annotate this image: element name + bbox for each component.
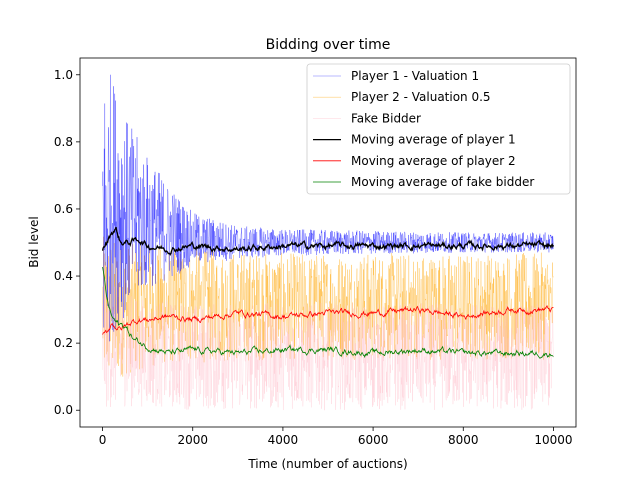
moving-average-player-2-line (102, 304, 554, 335)
x-axis-ticks: 0 2000 4000 6000 8000 10000 (99, 427, 573, 447)
x-tick-label: 2000 (177, 433, 208, 447)
moving-average-player-1-line (101, 226, 555, 257)
x-tick-label: 10000 (534, 433, 572, 447)
x-tick-label: 0 (99, 433, 107, 447)
y-tick-label: 0.4 (54, 269, 73, 283)
legend-entry: Moving average of fake bidder (351, 175, 534, 189)
x-tick-label: 4000 (268, 433, 299, 447)
y-tick-label: 1.0 (54, 68, 73, 82)
y-tick-label: 0.2 (54, 336, 73, 350)
legend-entry: Player 1 - Valuation 1 (351, 69, 479, 83)
y-tick-label: 0.0 (54, 403, 73, 417)
moving-average-fake-bidder-line (102, 266, 554, 359)
x-axis-label: Time (number of auctions) (247, 457, 407, 471)
x-tick-label: 6000 (358, 433, 389, 447)
x-tick-label: 8000 (448, 433, 479, 447)
legend-entry: Fake Bidder (351, 111, 421, 125)
series-line-fake-bidder-raw (102, 278, 554, 411)
y-tick-label: 0.6 (54, 202, 73, 216)
plot-area-frame (79, 57, 577, 428)
legend-entry: Player 2 - Valuation 0.5 (351, 90, 491, 104)
moving-average-layer (101, 226, 555, 359)
y-axis-label: Bid level (27, 216, 41, 268)
legend: Player 1 - Valuation 1 Player 2 - Valuati… (306, 63, 571, 195)
y-axis-ticks: 0.0 0.2 0.4 0.6 0.8 1.0 (54, 68, 80, 417)
y-tick-label: 0.8 (54, 135, 73, 149)
raw-series-layer (102, 74, 554, 411)
series-line-player-1-raw (102, 74, 554, 342)
legend-entry: Moving average of player 2 (351, 154, 516, 168)
legend-box (306, 63, 571, 195)
legend-entry: Moving average of player 1 (351, 133, 516, 147)
series-line-player-2-raw (102, 236, 554, 377)
chart-title: Bidding over time (266, 37, 391, 53)
